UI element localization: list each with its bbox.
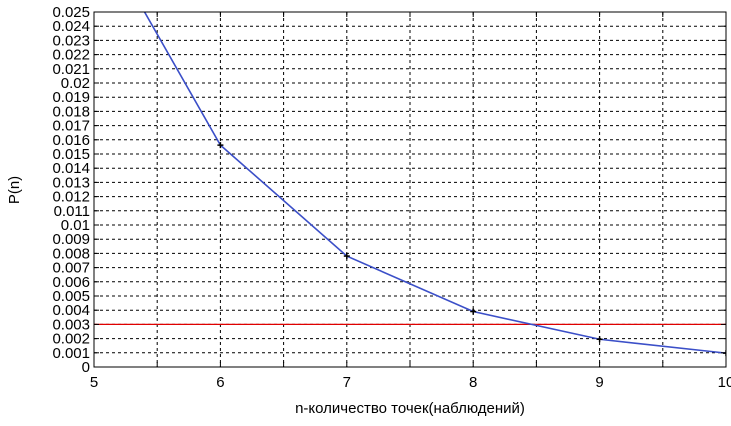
y-tick-label: 0.02 — [61, 75, 90, 92]
data-point — [343, 253, 350, 260]
x-tick-label: 8 — [469, 374, 477, 391]
y-tick-label: 0.015 — [52, 146, 90, 163]
y-tick-label: 0.021 — [52, 61, 90, 78]
x-tick-label: 10 — [718, 374, 731, 391]
y-tick-label: 0.018 — [52, 103, 90, 120]
series-line — [143, 12, 726, 354]
y-tick-label: 0.005 — [52, 288, 90, 305]
y-tick-label: 0.004 — [52, 302, 90, 319]
y-tick-label: 0.008 — [52, 245, 90, 262]
y-axis-ticks: 00.0010.0020.0030.0040.0050.0060.0070.00… — [52, 4, 726, 376]
y-axis-label: P(n) — [6, 176, 23, 204]
y-tick-label: 0.024 — [52, 18, 90, 35]
y-tick-label: 0.025 — [52, 4, 90, 21]
y-tick-label: 0.002 — [52, 331, 90, 348]
x-tick-label: 5 — [90, 374, 98, 391]
y-tick-label: 0.013 — [52, 174, 90, 191]
y-tick-label: 0.01 — [61, 217, 90, 234]
y-tick-label: 0.009 — [52, 231, 90, 248]
x-axis-ticks: 5 6 7 8 9 10 — [90, 12, 731, 391]
x-tick-label: 6 — [216, 374, 224, 391]
y-tick-label: 0.011 — [54, 203, 90, 220]
series-group — [143, 12, 726, 357]
grid — [94, 12, 726, 367]
y-tick-label: 0.014 — [52, 160, 90, 177]
x-axis-label: n-количество точек(наблюдений) — [295, 400, 525, 417]
y-tick-label: 0.019 — [52, 89, 90, 106]
y-tick-label: 0.022 — [52, 47, 90, 64]
x-tick-label: 7 — [343, 374, 351, 391]
y-tick-label: 0 — [82, 359, 90, 376]
data-point — [596, 336, 603, 343]
y-tick-label: 0.003 — [52, 316, 90, 333]
y-tick-label: 0.006 — [52, 274, 90, 291]
y-tick-label: 0.007 — [52, 260, 90, 277]
data-point — [470, 308, 477, 315]
y-tick-label: 0.001 — [52, 345, 90, 362]
data-point — [217, 142, 224, 149]
y-tick-label: 0.017 — [52, 118, 90, 135]
y-tick-label: 0.016 — [52, 132, 90, 149]
y-tick-label: 0.023 — [52, 32, 90, 49]
x-tick-label: 9 — [595, 374, 603, 391]
y-tick-label: 0.012 — [52, 189, 90, 206]
